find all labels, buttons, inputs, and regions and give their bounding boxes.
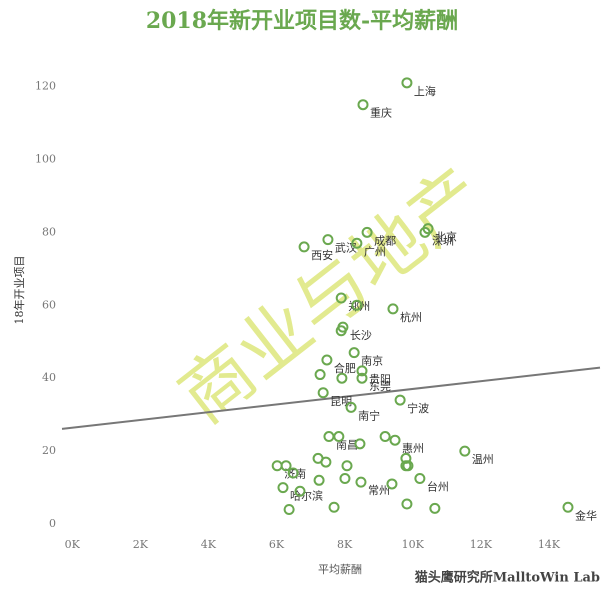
point <box>277 482 289 494</box>
point <box>294 485 306 497</box>
y-tick-label: 60 <box>42 298 56 311</box>
point-label: 西安 <box>311 248 333 262</box>
point-label: 南宁 <box>358 408 380 422</box>
point-label: 惠州 <box>402 441 424 455</box>
point <box>401 77 413 89</box>
point <box>400 452 412 464</box>
x-tick-label: 4K <box>201 538 217 551</box>
point <box>323 431 335 443</box>
point-label: 温州 <box>472 453 494 466</box>
x-tick-label: 8K <box>337 538 353 551</box>
footer: 猫头鹰研究所MalltoWin Lab <box>415 570 600 586</box>
point <box>562 501 574 513</box>
point <box>321 354 333 366</box>
point <box>348 347 360 359</box>
point <box>387 303 399 315</box>
point <box>351 237 363 249</box>
point-label: 北京 <box>435 230 457 244</box>
point <box>389 434 401 446</box>
x-tick-label: 10K <box>402 538 425 551</box>
x-tick-label: 14K <box>538 538 561 551</box>
x-tick-label: 2K <box>133 538 149 551</box>
point <box>345 401 357 413</box>
point-label: 武汉 <box>335 242 357 255</box>
point-label: 上海 <box>414 84 436 98</box>
x-tick-label: 0K <box>65 538 81 551</box>
point-label: 东莞 <box>369 380 391 393</box>
point <box>314 369 326 381</box>
point <box>341 460 353 472</box>
point-label: 长沙 <box>350 329 372 342</box>
point <box>354 438 366 450</box>
point <box>356 372 368 384</box>
point <box>459 445 471 457</box>
y-tick-label: 40 <box>42 371 56 384</box>
point <box>322 234 334 246</box>
point-label: 金华 <box>575 508 597 522</box>
point <box>401 498 413 510</box>
y-tick-label: 0 <box>49 517 56 530</box>
point <box>379 431 391 443</box>
point-label: 宁波 <box>407 401 429 415</box>
point <box>298 241 310 253</box>
point <box>336 372 348 384</box>
point <box>271 460 283 472</box>
chart-title: 2018年新开业项目数-平均薪酬 <box>146 8 458 34</box>
x-tick-label: 6K <box>269 538 285 551</box>
point <box>280 460 292 472</box>
point <box>357 99 369 111</box>
point <box>351 299 363 311</box>
y-tick-label: 100 <box>35 152 56 165</box>
point <box>402 460 414 472</box>
y-tick-label: 120 <box>35 79 56 92</box>
point <box>335 292 347 304</box>
point-label: 常州 <box>368 484 390 497</box>
point <box>386 478 398 490</box>
y-axis-label: 18年开业项目 <box>12 256 26 325</box>
point <box>317 387 329 399</box>
point <box>356 365 368 377</box>
x-axis-label: 平均薪酬 <box>318 563 362 576</box>
point <box>320 456 332 468</box>
point-label: 杭州 <box>400 310 422 324</box>
point-label: 南昌 <box>336 439 358 452</box>
point <box>361 226 373 238</box>
point <box>328 501 340 513</box>
x-tick-label: 12K <box>470 538 493 551</box>
point <box>355 476 367 488</box>
point-label: 哈尔滨 <box>290 489 323 503</box>
point-label: 重庆 <box>370 106 392 120</box>
point-label: 合肥 <box>334 361 356 375</box>
point <box>335 325 347 337</box>
point <box>339 472 351 484</box>
point <box>414 472 426 484</box>
point-label: 贵阳 <box>369 373 391 386</box>
point-label: 深圳 <box>432 234 454 247</box>
y-tick-label: 80 <box>42 225 56 238</box>
point <box>313 474 325 486</box>
point-label: 南京 <box>361 354 383 368</box>
point <box>287 467 299 479</box>
trend-line <box>61 366 601 430</box>
point <box>419 226 431 238</box>
point <box>429 502 441 514</box>
point <box>283 503 295 515</box>
point-label: 昆明 <box>330 395 352 408</box>
point-label: 台州 <box>427 479 449 493</box>
y-tick-label: 20 <box>42 444 56 457</box>
point-label: 成都 <box>374 234 396 247</box>
point-label: 广州 <box>364 245 386 258</box>
point <box>333 431 345 443</box>
point <box>394 394 406 406</box>
